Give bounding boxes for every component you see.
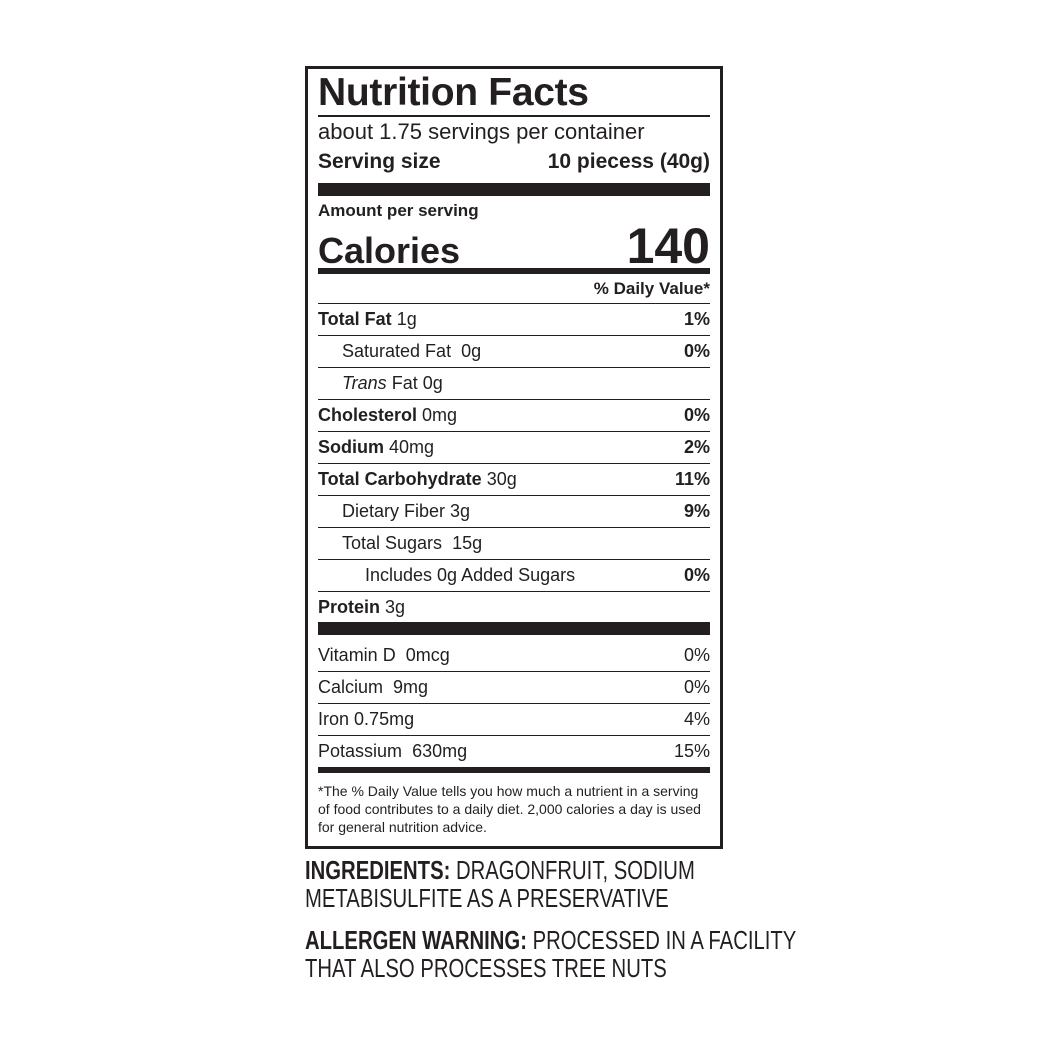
nutrient-list: Total Fat 1g 1% Saturated Fat 0g 0% Trans … [318, 303, 710, 623]
ingredients-line-2: METABISULFITE AS A PRESERVATIVE [305, 883, 669, 913]
vitamin-row: Calcium 9mg 0% [318, 671, 710, 703]
nutrient-row: Cholesterol 0mg 0% [318, 399, 710, 431]
daily-value-header: % Daily Value* [593, 279, 710, 298]
calories-label: Calories [318, 230, 461, 271]
serving-size-value: 10 piecess (40g) [547, 150, 710, 173]
nutrient-row: Total Carbohydrate 30g 11% [318, 463, 710, 495]
medium-divider [318, 268, 710, 274]
daily-value-footnote: *The % Daily Value tells you how much a … [318, 783, 701, 835]
nutrient-row: Total Sugars 15g [318, 527, 710, 559]
allergen-label: ALLERGEN WARNING: [305, 925, 527, 955]
nutrient-row: Dietary Fiber 3g 9% [318, 495, 710, 527]
calories-value: 140 [626, 218, 710, 274]
calories-row: Calories 140 [318, 221, 710, 271]
ingredients-label: INGREDIENTS: [305, 855, 451, 885]
vitamin-row: Vitamin D 0mcg 0% [318, 644, 710, 665]
nutrient-row: Saturated Fat 0g 0% [318, 335, 710, 367]
nutrient-row: Trans Fat 0g [318, 367, 710, 399]
vitamin-row: Potassium 630mg 15% [318, 735, 710, 767]
serving-size-label: Serving size [318, 150, 441, 173]
ingredients-line-1: INGREDIENTS: DRAGONFRUIT, SODIUM [305, 855, 695, 885]
serving-size-row: Serving size 10 piecess (40g) [318, 150, 710, 174]
nutrient-row: Includes 0g Added Sugars 0% [318, 559, 710, 591]
servings-per-container: about 1.75 servings per container [318, 119, 645, 144]
vitamin-row: Iron 0.75mg 4% [318, 703, 710, 735]
nutrient-row: Sodium 40mg 2% [318, 431, 710, 463]
nutrient-row: Protein 3g [318, 591, 710, 623]
panel-title: Nutrition Facts [318, 71, 589, 114]
divider [318, 115, 710, 117]
nutrition-facts-panel: Nutrition Facts about 1.75 servings per … [305, 66, 723, 849]
medium-divider [318, 767, 710, 773]
vitamin-list: Vitamin D 0mcg 0% Calcium 9mg 0% Iron 0.75… [318, 639, 710, 767]
allergen-line-2: THAT ALSO PROCESSES TREE NUTS [305, 953, 667, 983]
allergen-line-1: ALLERGEN WARNING: PROCESSED IN A FACILIT… [305, 925, 797, 955]
amount-per-serving: Amount per serving [318, 201, 479, 220]
thick-divider [318, 183, 710, 196]
thick-divider [318, 622, 710, 635]
nutrient-row: Total Fat 1g 1% [318, 303, 710, 335]
